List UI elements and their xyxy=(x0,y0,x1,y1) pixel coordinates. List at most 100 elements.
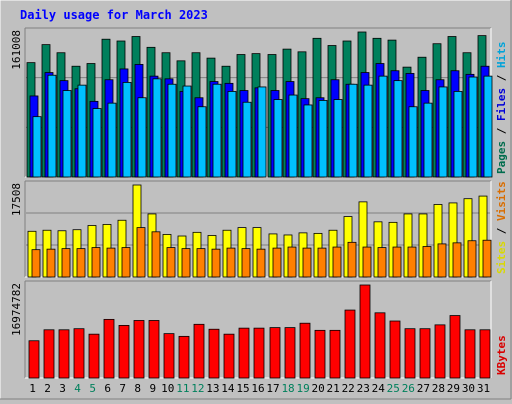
bar-pages-day-6 xyxy=(107,102,117,178)
x-tick-label-day-12: 12 xyxy=(191,382,204,395)
bar-pages-day-29 xyxy=(453,91,463,178)
bar-pages-day-22 xyxy=(348,83,358,178)
bar-pages-day-18 xyxy=(288,94,298,178)
bar-pages-day-5 xyxy=(92,108,102,178)
bar-pages-day-7 xyxy=(122,82,132,178)
bar-pages-day-30 xyxy=(468,76,478,178)
right-label-separator: / xyxy=(495,121,508,141)
bar-sites-day-12 xyxy=(196,248,206,278)
bar-pages-day-20 xyxy=(318,100,328,178)
bar-sites-day-13 xyxy=(211,248,221,278)
bar-sites-day-26 xyxy=(407,246,417,278)
x-tick-label-day-15: 15 xyxy=(236,382,249,395)
bar-kbytes-day-23 xyxy=(359,284,371,379)
bar-kbytes-day-13 xyxy=(208,328,220,379)
bar-sites-day-16 xyxy=(256,248,266,278)
bar-sites-day-4 xyxy=(76,248,86,278)
x-tick-label-day-3: 3 xyxy=(59,382,66,395)
bar-kbytes-day-21 xyxy=(329,329,341,379)
bar-pages-day-10 xyxy=(167,83,177,178)
x-tick-label-day-18: 18 xyxy=(281,382,294,395)
x-tick-label-day-17: 17 xyxy=(266,382,279,395)
bar-sites-day-25 xyxy=(392,246,402,278)
bar-kbytes-day-12 xyxy=(193,323,205,379)
x-tick-label-day-21: 21 xyxy=(327,382,340,395)
bar-sites-day-30 xyxy=(467,240,477,278)
bar-kbytes-day-20 xyxy=(314,329,326,379)
bar-pages-day-16 xyxy=(257,86,267,178)
bar-kbytes-day-26 xyxy=(404,328,416,379)
x-tick-label-day-9: 9 xyxy=(149,382,156,395)
bar-kbytes-day-3 xyxy=(58,329,70,379)
x-tick-label-day-10: 10 xyxy=(161,382,174,395)
bar-kbytes-day-28 xyxy=(434,324,446,379)
bar-kbytes-day-31 xyxy=(479,329,491,379)
bar-kbytes-day-1 xyxy=(28,340,40,379)
bar-sites-day-11 xyxy=(181,248,191,278)
bar-sites-day-22 xyxy=(347,241,357,278)
bar-sites-day-29 xyxy=(452,242,462,278)
x-tick-label-day-8: 8 xyxy=(134,382,141,395)
bar-kbytes-day-6 xyxy=(103,318,115,379)
bar-pages-day-1 xyxy=(32,116,42,178)
bar-kbytes-day-11 xyxy=(178,335,190,379)
x-tick-label-day-29: 29 xyxy=(447,382,460,395)
bar-pages-day-3 xyxy=(62,90,72,178)
bar-sites-day-8 xyxy=(136,227,146,278)
bar-pages-day-2 xyxy=(47,74,57,178)
bar-sites-day-23 xyxy=(362,246,372,278)
x-tick-label-day-26: 26 xyxy=(402,382,415,395)
x-tick-label-day-11: 11 xyxy=(176,382,189,395)
x-tick-label-day-30: 30 xyxy=(462,382,475,395)
bar-sites-day-14 xyxy=(226,247,236,278)
x-tick-label-day-23: 23 xyxy=(357,382,370,395)
x-tick-label-day-27: 27 xyxy=(417,382,430,395)
bar-sites-day-15 xyxy=(241,248,251,278)
bar-pages-day-4 xyxy=(77,84,87,178)
bar-pages-day-26 xyxy=(408,106,418,178)
panel-kbytes-right-labels: KBytes xyxy=(495,335,508,375)
bar-pages-day-23 xyxy=(363,84,373,178)
chart-title: Daily usage for March 2023 xyxy=(20,8,208,22)
right-label-separator: / xyxy=(495,68,508,88)
x-tick-label-day-16: 16 xyxy=(251,382,264,395)
x-tick-label-day-4: 4 xyxy=(74,382,81,395)
x-tick-label-day-6: 6 xyxy=(104,382,111,395)
panel-visits-sites-right-labels: Sites / Visits xyxy=(495,181,508,274)
bar-sites-day-24 xyxy=(377,247,387,278)
x-tick-label-day-31: 31 xyxy=(477,382,490,395)
x-tick-label-day-24: 24 xyxy=(372,382,386,395)
bar-pages-day-25 xyxy=(393,80,403,178)
bar-pages-day-13 xyxy=(212,83,222,178)
right-label-pages: Pages xyxy=(495,141,508,174)
x-tick-label-day-20: 20 xyxy=(312,382,325,395)
x-tick-label-day-19: 19 xyxy=(296,382,309,395)
bar-kbytes-day-18 xyxy=(284,327,296,379)
bar-pages-day-17 xyxy=(273,99,283,178)
bar-kbytes-day-8 xyxy=(133,320,145,379)
bar-kbytes-day-5 xyxy=(88,333,100,379)
bar-pages-day-19 xyxy=(303,104,313,178)
bar-kbytes-day-9 xyxy=(148,320,160,379)
bar-sites-day-20 xyxy=(317,247,327,278)
bar-sites-day-18 xyxy=(287,246,297,278)
bar-sites-day-3 xyxy=(61,248,71,278)
bar-pages-day-21 xyxy=(333,99,343,178)
bar-kbytes-day-16 xyxy=(253,327,265,379)
bar-sites-day-21 xyxy=(332,246,342,278)
bar-sites-day-5 xyxy=(91,247,101,278)
x-tick-label-day-7: 7 xyxy=(119,382,126,395)
bar-pages-day-28 xyxy=(438,86,448,178)
right-label-visits: Visits xyxy=(495,181,508,221)
bar-sites-day-7 xyxy=(121,247,131,278)
x-tick-label-day-28: 28 xyxy=(432,382,445,395)
panel-kbytes-max-label: 16974782 xyxy=(10,283,23,336)
bar-sites-day-31 xyxy=(482,239,492,278)
bar-kbytes-day-29 xyxy=(449,315,461,379)
bar-pages-day-14 xyxy=(227,91,237,178)
bar-kbytes-day-30 xyxy=(464,329,476,379)
bar-kbytes-day-24 xyxy=(374,312,386,379)
bar-kbytes-day-7 xyxy=(118,325,130,379)
bar-kbytes-day-2 xyxy=(43,329,55,379)
x-tick-label-day-2: 2 xyxy=(44,382,51,395)
